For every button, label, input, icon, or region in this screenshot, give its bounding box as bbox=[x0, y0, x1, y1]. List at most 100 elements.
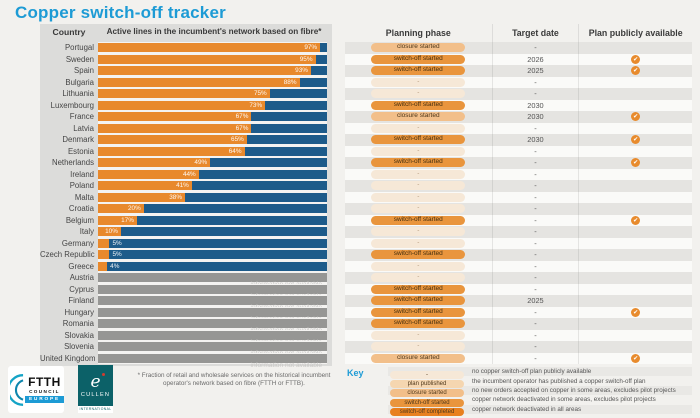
planning-phase-pill: switch-off started bbox=[371, 158, 466, 168]
chart-row: Latvia 67% bbox=[40, 122, 332, 134]
bar-track: 5% bbox=[98, 249, 327, 261]
copper-bar-segment bbox=[265, 100, 327, 110]
planning-phase-cell: switch-off started bbox=[345, 307, 492, 319]
copper-bar-segment bbox=[143, 204, 327, 214]
bar-track: 73% bbox=[98, 99, 327, 111]
ftth-council-europe-logo: FTTH COUNCIL EUROPE bbox=[8, 366, 64, 413]
planning-phase-cell: - bbox=[345, 180, 492, 192]
key-legend: - no copper switch-off plan publicly avai… bbox=[388, 367, 692, 417]
country-label: Netherlands bbox=[51, 158, 94, 167]
bar-track: information not available bbox=[98, 318, 327, 334]
planning-phase-cell: - bbox=[345, 77, 492, 89]
planning-phase-pill: - bbox=[371, 330, 466, 340]
cullen-red-dot bbox=[101, 372, 105, 376]
country-label: Croatia bbox=[68, 204, 94, 213]
target-date-cell: - bbox=[491, 168, 579, 180]
plan-available-cell bbox=[578, 283, 692, 295]
info-not-available-bar: information not available bbox=[98, 296, 327, 311]
bar-track: 97% bbox=[98, 42, 327, 54]
bar-percent-label: 10% bbox=[105, 228, 118, 236]
table-row: -- bbox=[345, 341, 692, 353]
bar-track: information not available bbox=[98, 295, 327, 311]
bar-track: 67% bbox=[98, 111, 327, 123]
chart-row: Sweden 95% bbox=[40, 53, 332, 65]
target-date-cell: - bbox=[491, 249, 579, 261]
chart-row: Germany 5% bbox=[40, 237, 332, 249]
chart-row: Romania information not available bbox=[40, 318, 332, 334]
planning-phase-cell: - bbox=[345, 192, 492, 204]
cullen-international-logo: e CULLEN INTERNATIONAL bbox=[78, 365, 113, 413]
bar-track: 4% bbox=[98, 260, 327, 272]
plan-available-cell bbox=[578, 226, 692, 238]
key-pill: - bbox=[390, 370, 464, 379]
country-label: Latvia bbox=[73, 123, 94, 133]
planning-phase-cell: switch-off started bbox=[345, 215, 492, 227]
column-header-target-date: Target date bbox=[491, 24, 579, 42]
planning-phase-cell: - bbox=[345, 169, 492, 181]
table-row: switch-off started 2026 ✔ bbox=[345, 53, 692, 65]
chart-row: Denmark 65% bbox=[40, 134, 332, 146]
target-date-cell: - bbox=[491, 237, 579, 249]
plan-available-cell bbox=[578, 145, 692, 157]
check-icon: ✔ bbox=[631, 112, 641, 122]
country-label: Czech Republic bbox=[40, 250, 95, 259]
planning-phase-pill: - bbox=[371, 204, 466, 214]
target-date-cell: 2025 bbox=[491, 295, 579, 307]
info-not-available-bar: information not available bbox=[98, 319, 327, 334]
planning-phase-cell: switch-off started bbox=[345, 295, 492, 307]
planning-phase-cell: switch-off started bbox=[345, 134, 492, 146]
column-header-fibre: Active lines in the incumbent's network … bbox=[106, 27, 322, 36]
info-not-available-label: information not available bbox=[250, 361, 322, 369]
plan-available-cell bbox=[578, 295, 692, 307]
bar-track: 44% bbox=[98, 168, 327, 180]
bar-track: information not available bbox=[98, 272, 327, 288]
chart-row: Greece 4% bbox=[40, 260, 332, 272]
chart-row: United Kingdom information not available bbox=[40, 352, 332, 369]
plan-available-cell bbox=[578, 76, 692, 88]
table-row: switch-off started 2025 ✔ bbox=[345, 65, 692, 77]
target-date-cell: - bbox=[491, 352, 579, 364]
chart-row: Austria information not available bbox=[40, 272, 332, 288]
planning-phase-pill: switch-off started bbox=[371, 250, 466, 260]
table-row: switch-off started - ✔ bbox=[345, 306, 692, 319]
planning-phase-cell: - bbox=[345, 123, 492, 135]
country-label: Greece bbox=[68, 261, 94, 271]
copper-bar-segment bbox=[210, 158, 327, 168]
planning-phase-pill: switch-off started bbox=[371, 100, 466, 110]
planning-phase-cell: switch-off started bbox=[345, 100, 492, 112]
fibre-bar-segment: 41% bbox=[98, 181, 192, 191]
table-row: closure started 2030 ✔ bbox=[345, 111, 692, 123]
bar-track: 17% bbox=[98, 214, 327, 226]
info-not-available-bar: information not available bbox=[98, 273, 327, 288]
bar-track: 5% bbox=[98, 237, 327, 249]
bar-track: 64% bbox=[98, 145, 327, 157]
copper-bar-segment bbox=[185, 192, 327, 202]
bar-track: information not available bbox=[98, 329, 327, 346]
country-label: Belgium bbox=[65, 215, 94, 225]
check-icon: ✔ bbox=[631, 307, 641, 317]
ftth-logo-europe: EUROPE bbox=[24, 395, 64, 404]
chart-row: Portugal 97% bbox=[40, 42, 332, 54]
country-label: Luxembourg bbox=[50, 100, 94, 110]
country-label: Cyprus bbox=[69, 284, 94, 294]
plan-available-cell bbox=[578, 318, 692, 330]
target-date-cell: - bbox=[491, 191, 579, 203]
chart-row: Slovenia information not available bbox=[40, 341, 332, 357]
table-row: switch-off started - ✔ bbox=[345, 157, 692, 169]
cullen-logo-subtext: INTERNATIONAL bbox=[78, 406, 113, 413]
planning-phase-pill: switch-off started bbox=[371, 66, 466, 76]
chart-row: Poland 41% bbox=[40, 180, 332, 192]
target-date-cell: - bbox=[491, 145, 579, 157]
planning-phase-cell: - bbox=[345, 261, 492, 273]
planning-phase-pill: - bbox=[371, 181, 466, 191]
copper-bar-segment: 4% bbox=[107, 261, 327, 271]
bar-track: 10% bbox=[98, 226, 327, 238]
info-not-available-bar: information not available bbox=[98, 330, 327, 346]
country-label: Spain bbox=[74, 66, 94, 75]
plan-available-cell bbox=[578, 180, 692, 192]
target-date-cell: - bbox=[491, 260, 579, 272]
bar-percent-label: 67% bbox=[235, 124, 249, 132]
planning-phase-cell: - bbox=[345, 146, 492, 158]
country-label: Ireland bbox=[70, 169, 94, 179]
chart-row: Cyprus information not available bbox=[40, 283, 332, 300]
